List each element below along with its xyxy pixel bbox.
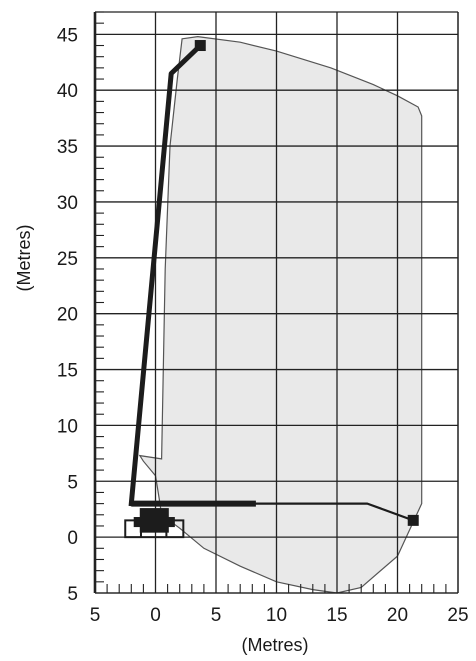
x-tick-label: 0 <box>150 605 161 626</box>
y-tick-label: 35 <box>57 137 78 158</box>
platform-basket <box>194 40 206 52</box>
x-tick-label: 15 <box>326 605 347 626</box>
y-tick-labels: 5 0 5 10 15 20 25 30 35 40 45 <box>57 25 78 605</box>
platform-basket <box>407 514 419 526</box>
x-tick-label: 5 <box>211 605 222 626</box>
boom-vertical-extended <box>128 41 204 507</box>
y-tick-label: 25 <box>57 249 78 270</box>
minor-tick-layer <box>95 11 447 593</box>
y-tick-label: 30 <box>57 193 78 214</box>
machine-layer <box>124 40 419 539</box>
y-tick-label: 0 <box>67 528 78 549</box>
x-tick-labels: 5 0 5 10 15 20 25 <box>90 605 469 626</box>
y-tick-label: 40 <box>57 81 78 102</box>
y-tick-label: 20 <box>57 305 78 326</box>
y-tick-label: 15 <box>57 361 78 382</box>
x-tick-label: 10 <box>266 605 287 626</box>
y-tick-label: 5 <box>67 584 78 605</box>
x-tick-label: 20 <box>387 605 408 626</box>
y-tick-label: 45 <box>57 25 78 46</box>
chassis-body <box>133 517 175 528</box>
working-envelope-layer <box>138 35 423 594</box>
x-tick-label: 5 <box>90 605 101 626</box>
x-axis-title: (Metres) <box>242 635 309 655</box>
y-axis-title: (Metres) <box>14 225 34 292</box>
working-envelope-area <box>138 35 423 594</box>
x-tick-label: 25 <box>447 605 468 626</box>
y-tick-label: 10 <box>57 416 78 437</box>
y-tick-label: 5 <box>67 472 78 493</box>
